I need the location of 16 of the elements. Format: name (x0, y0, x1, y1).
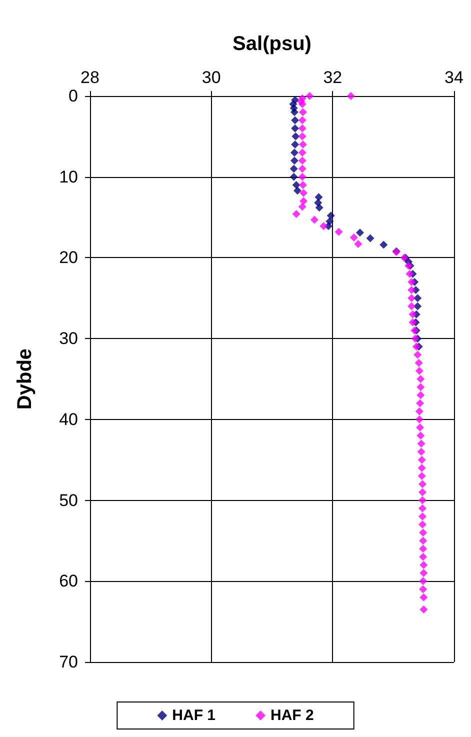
legend-label: HAF 2 (270, 707, 314, 724)
y-tick-label: 20 (59, 248, 78, 268)
x-axis-title: Sal(psu) (232, 33, 312, 55)
x-tick-label: 28 (80, 68, 100, 87)
y-tick-label: 40 (59, 410, 78, 429)
legend-label: HAF 1 (172, 707, 216, 724)
y-tick-label: 0 (68, 86, 78, 106)
y-tick-label: 50 (59, 490, 78, 510)
x-tick-label: 34 (444, 68, 464, 87)
y-tick-label: 70 (59, 652, 78, 672)
y-tick-label: 60 (59, 572, 78, 591)
y-axis-title: Dybde (14, 348, 36, 410)
x-tick-label: 32 (323, 68, 342, 87)
x-tick-label: 30 (202, 68, 221, 87)
y-tick-label: 30 (59, 329, 78, 348)
y-tick-label: 10 (59, 167, 78, 186)
